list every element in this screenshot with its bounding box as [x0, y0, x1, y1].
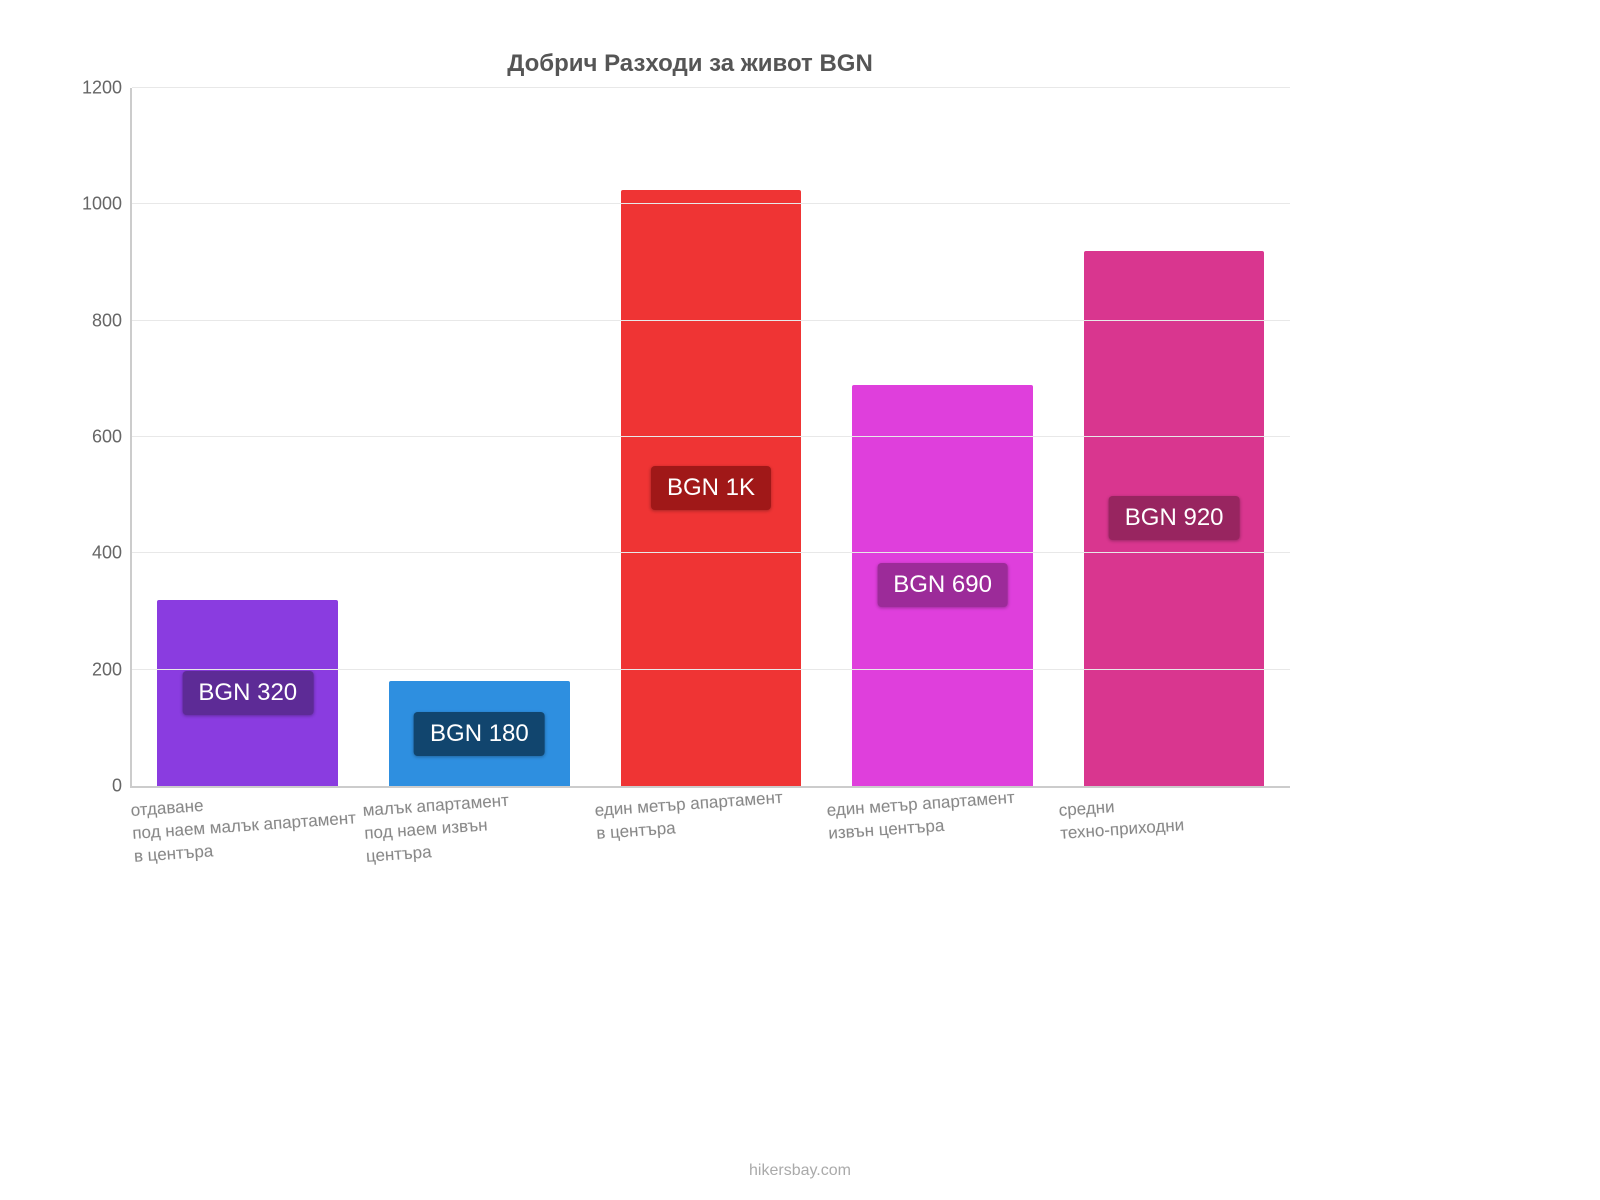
bar-value-label: BGN 690: [877, 563, 1008, 607]
x-label-slot: един метър апартамент извън центъра: [826, 796, 1058, 916]
bar: BGN 690: [852, 385, 1033, 786]
bar-slot: BGN 1K: [595, 88, 827, 786]
y-tick-label: 0: [112, 776, 132, 797]
chart-footer: hikersbay.com: [0, 1162, 1600, 1180]
x-axis-label: отдаване под наем малък апартамент в цен…: [130, 784, 358, 868]
x-label-slot: един метър апартамент в центъра: [594, 796, 826, 916]
y-tick-label: 200: [92, 659, 132, 680]
y-tick-label: 1000: [82, 194, 132, 215]
chart-title: Добрич Разходи за живот BGN: [50, 50, 1330, 78]
plot-area: BGN 320BGN 180BGN 1KBGN 690BGN 920 02004…: [130, 88, 1290, 788]
bars-row: BGN 320 BGN 180 BGN 1K BGN 690 BGN 920: [132, 88, 1290, 786]
gridline: [132, 320, 1290, 321]
bar-value-label: BGN 320: [182, 671, 313, 715]
bar-slot: BGN 690: [827, 88, 1059, 786]
x-axis-label: един метър апартамент извън центъра: [826, 787, 1017, 846]
bar-value-label: BGN 1K: [651, 466, 771, 510]
bar-slot: BGN 320: [132, 88, 364, 786]
bar-slot: BGN 920: [1058, 88, 1290, 786]
bar-value-label: BGN 920: [1109, 496, 1240, 540]
gridline: [132, 436, 1290, 437]
x-axis-label: един метър апартамент в центъра: [594, 787, 785, 846]
gridline: [132, 552, 1290, 553]
bar: BGN 320: [157, 600, 338, 786]
y-tick-label: 800: [92, 310, 132, 331]
x-label-slot: малък апартамент под наем извън центъра: [362, 796, 594, 916]
chart-container: Добрич Разходи за живот BGN BGN 320 BGN 1…: [50, 50, 1330, 1010]
y-tick-label: 400: [92, 543, 132, 564]
x-label-slot: средни техно-приходни: [1058, 796, 1290, 916]
gridline: [132, 203, 1290, 204]
y-tick-label: 1200: [82, 78, 132, 99]
bar-slot: BGN 180: [364, 88, 596, 786]
bar: BGN 1K: [621, 190, 802, 786]
gridline: [132, 669, 1290, 670]
x-axis-labels: отдаване под наем малък апартамент в цен…: [130, 796, 1290, 916]
bar: BGN 180: [389, 681, 570, 786]
gridline: [132, 87, 1290, 88]
x-axis-label: малък апартамент под наем извън центъра: [362, 790, 513, 869]
x-axis-label: средни техно-приходни: [1058, 791, 1185, 845]
x-label-slot: отдаване под наем малък апартамент в цен…: [130, 796, 362, 916]
y-tick-label: 600: [92, 427, 132, 448]
bar: BGN 920: [1084, 251, 1265, 786]
bar-value-label: BGN 180: [414, 712, 545, 756]
